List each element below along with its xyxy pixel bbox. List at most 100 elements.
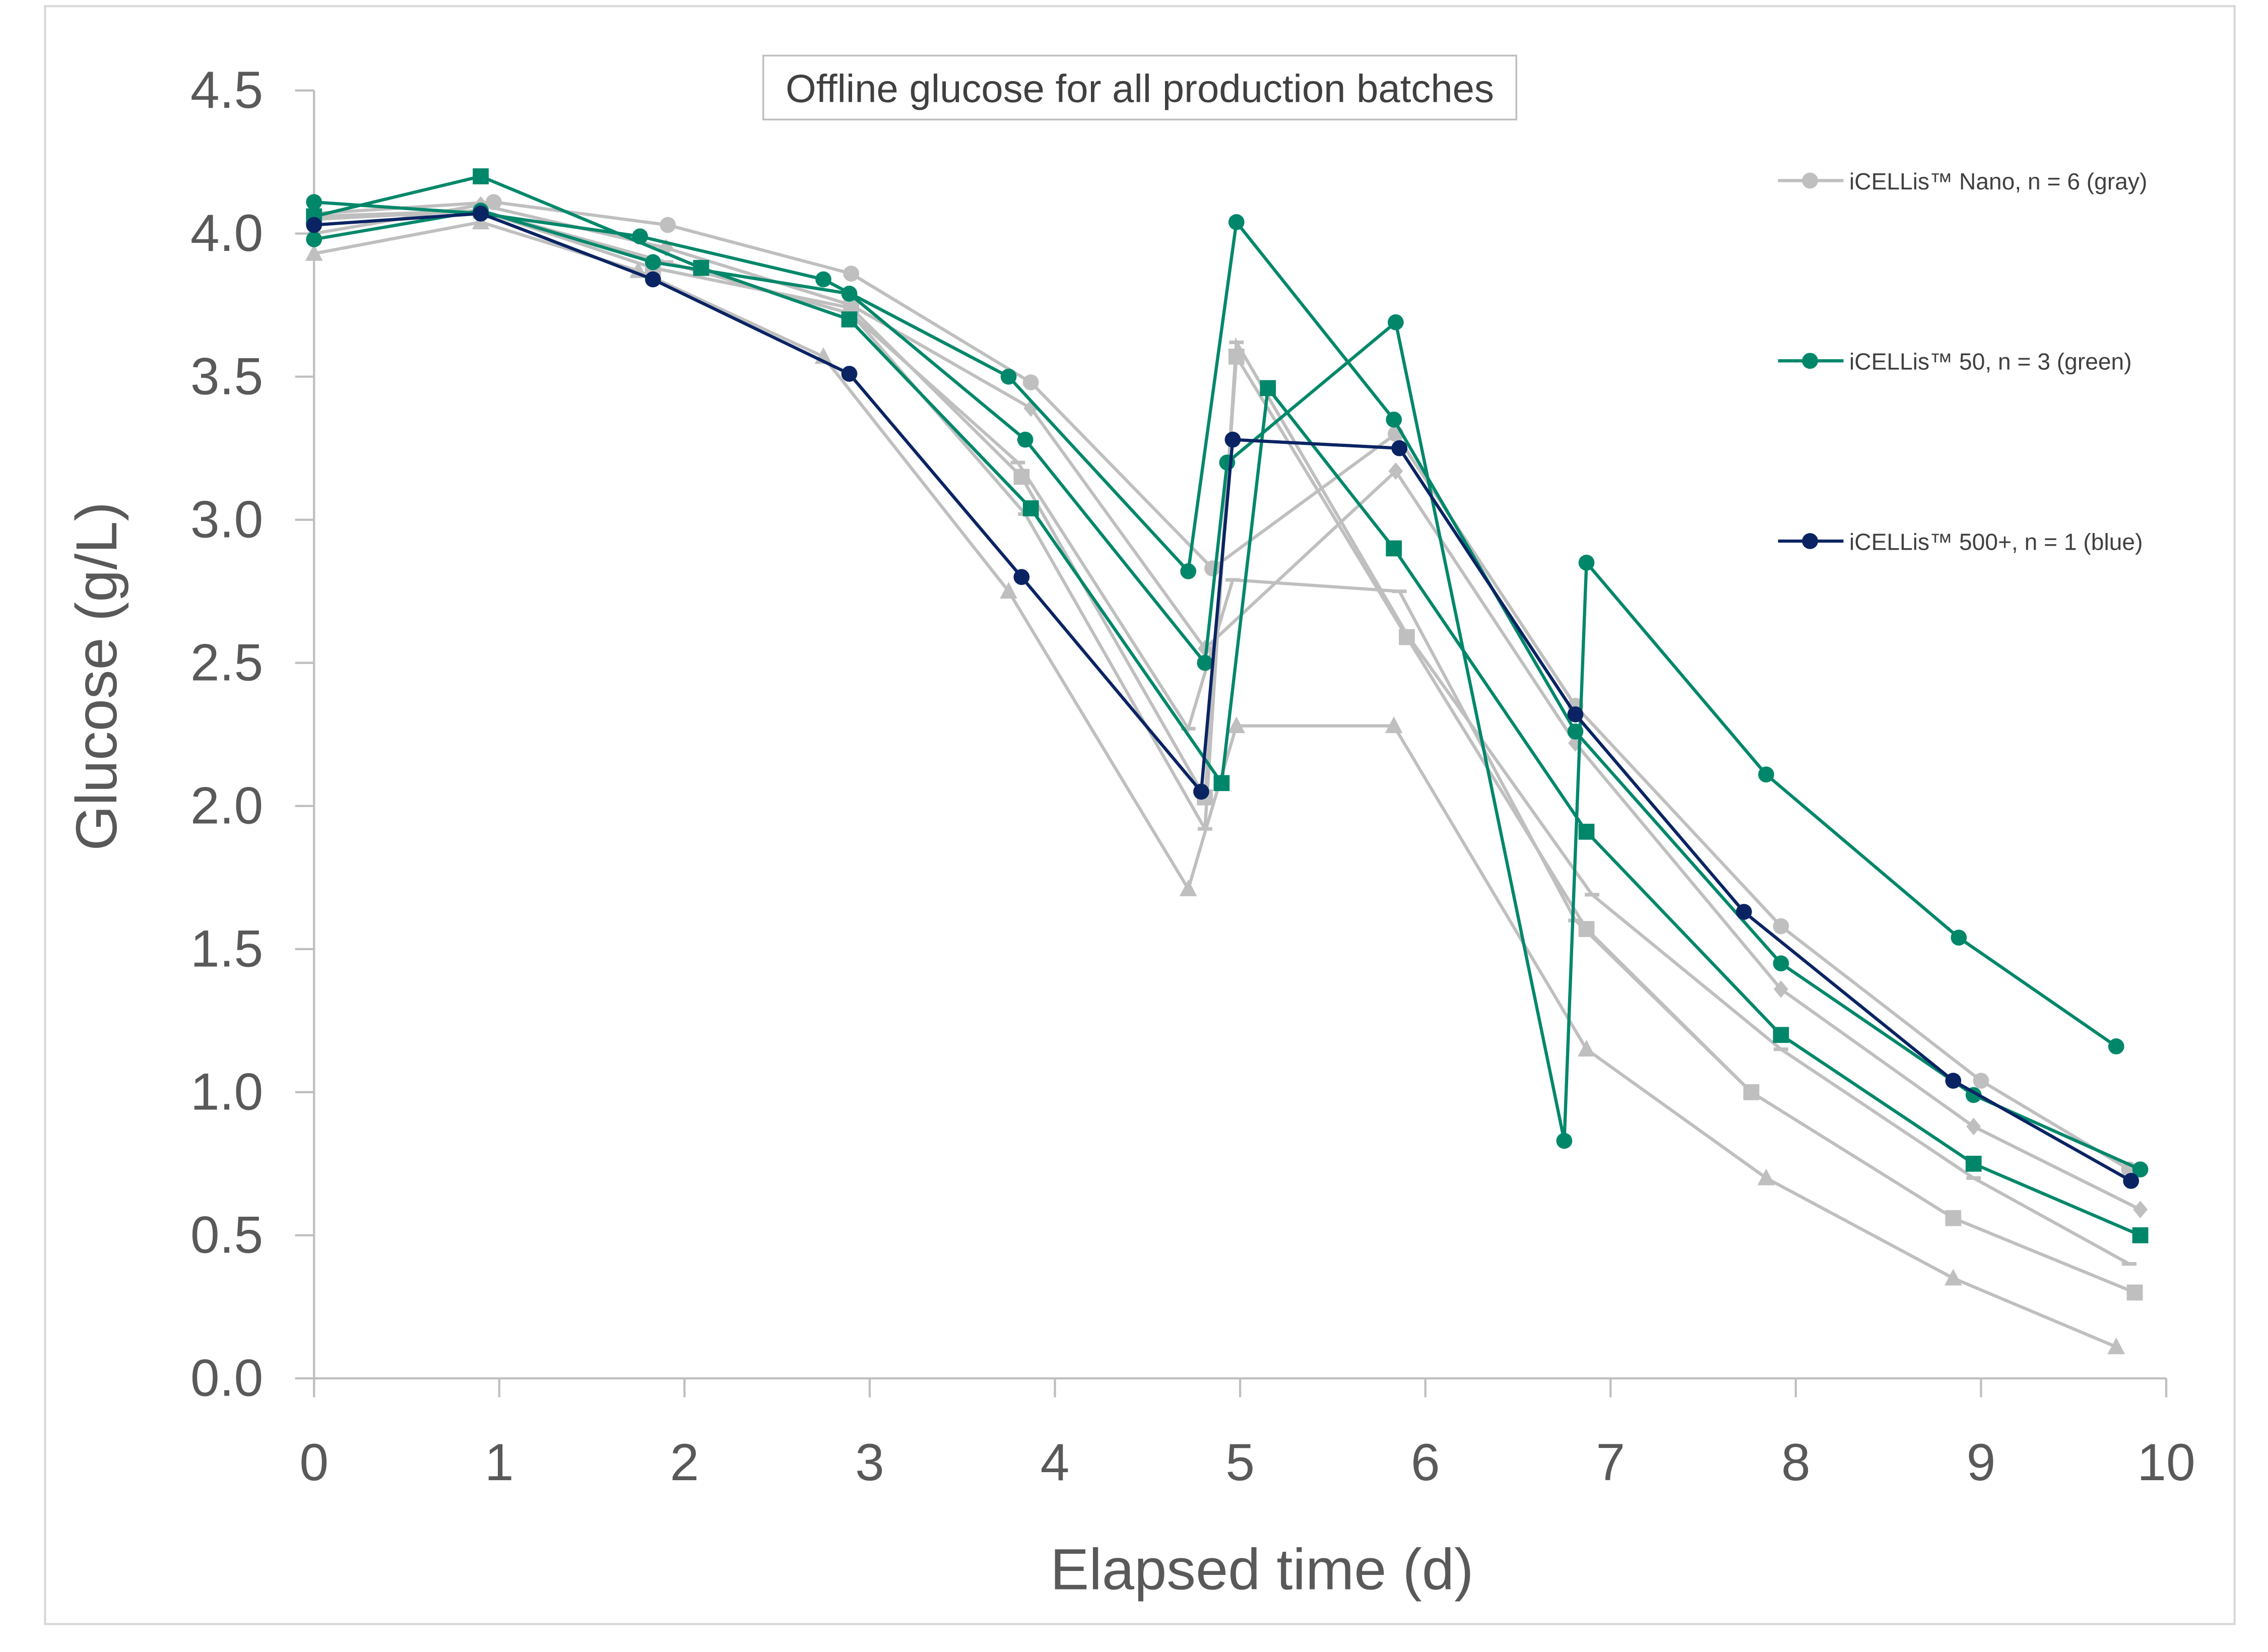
data-point-triangle bbox=[1000, 581, 1017, 599]
legend-item: iCELLis™ Nano, n = 6 (gray) bbox=[1778, 168, 2147, 194]
y-tick-label: 0.0 bbox=[190, 1349, 263, 1408]
data-point-circle bbox=[306, 217, 322, 233]
series-line bbox=[313, 174, 2141, 1237]
y-axis-label: Glucose (g/L) bbox=[64, 502, 129, 851]
series-line bbox=[313, 212, 2132, 1182]
x-tick-label: 5 bbox=[1225, 1433, 1255, 1492]
data-point-square bbox=[693, 259, 709, 276]
data-point-circle bbox=[1556, 1133, 1573, 1149]
data-point-circle bbox=[1224, 431, 1241, 448]
data-point-triangle bbox=[1385, 716, 1403, 734]
x-tick-label: 6 bbox=[1411, 1433, 1440, 1492]
data-point-circle bbox=[2132, 1161, 2149, 1178]
x-tick-label: 10 bbox=[2137, 1433, 2195, 1492]
data-point-circle bbox=[645, 271, 661, 288]
data-point-circle bbox=[1013, 569, 1030, 585]
title-box: Offline glucose for all production batch… bbox=[762, 54, 1518, 120]
x-tick-label: 9 bbox=[1967, 1433, 1996, 1492]
data-point-circle bbox=[1228, 214, 1245, 230]
axes: 0.0 0.5 1.0 1.5 2.0 2.5 3.0 3.5 4.0 4.5 0 1 2 3 4 5 6 7 8 9… bbox=[190, 61, 2195, 1492]
legend: iCELLis™ Nano, n = 6 (gray) iCELLis™ 50, … bbox=[1778, 168, 2147, 555]
data-point-circle bbox=[473, 205, 489, 222]
y-tick-label: 0.5 bbox=[190, 1206, 263, 1264]
x-tick-label: 0 bbox=[299, 1433, 329, 1492]
x-tick-label: 3 bbox=[855, 1433, 884, 1492]
y-tick-label: 4.0 bbox=[190, 204, 263, 262]
legend-label: iCELLis™ 500+, n = 1 (blue) bbox=[1849, 528, 2143, 555]
data-point-circle bbox=[1567, 706, 1584, 722]
data-point-circle bbox=[1388, 314, 1404, 331]
data-point-circle bbox=[1951, 930, 1967, 946]
legend-label: iCELLis™ Nano, n = 6 (gray) bbox=[1849, 168, 2147, 194]
y-tick-label: 1.5 bbox=[190, 919, 263, 978]
series-blue bbox=[306, 205, 2140, 1189]
series-green bbox=[306, 168, 2149, 1243]
chart-frame bbox=[44, 5, 2236, 1625]
data-point-circle bbox=[1758, 766, 1774, 783]
data-point-circle bbox=[1391, 440, 1408, 456]
chart-title: Offline glucose for all production batch… bbox=[786, 67, 1494, 111]
data-point-triangle bbox=[1757, 1168, 1775, 1185]
data-point-circle bbox=[2123, 1173, 2140, 1189]
data-point-triangle bbox=[1227, 716, 1246, 734]
x-axis-label: Elapsed time (d) bbox=[1050, 1537, 1473, 1602]
series-green bbox=[306, 203, 2124, 1149]
legend-marker-circle bbox=[1802, 172, 1819, 189]
legend-label: iCELLis™ 50, n = 3 (green) bbox=[1849, 349, 2132, 375]
y-tick-label: 3.0 bbox=[190, 490, 263, 549]
y-tick-label: 2.0 bbox=[190, 776, 263, 835]
x-tick-label: 1 bbox=[485, 1433, 514, 1492]
data-point-triangle bbox=[1945, 1269, 1962, 1286]
data-point-circle bbox=[1736, 904, 1752, 920]
x-tick-label: 4 bbox=[1041, 1433, 1070, 1492]
data-point-circle bbox=[645, 254, 661, 271]
data-point-circle bbox=[1773, 918, 1789, 935]
data-point-circle bbox=[1193, 783, 1209, 800]
y-tick-label: 2.5 bbox=[190, 633, 263, 692]
data-point-triangle bbox=[1578, 1039, 1595, 1057]
data-point-circle bbox=[1773, 955, 1789, 972]
x-tick-label: 7 bbox=[1596, 1433, 1625, 1492]
data-point-square bbox=[1965, 1155, 1982, 1172]
series-line bbox=[314, 209, 1753, 1094]
y-tick-label: 3.5 bbox=[190, 347, 263, 406]
data-point-triangle bbox=[2107, 1337, 2125, 1354]
data-point-circle bbox=[2108, 1038, 2124, 1054]
data-point-diamond bbox=[1774, 980, 1788, 998]
data-point-triangle bbox=[305, 244, 323, 261]
data-point-square bbox=[1213, 775, 1230, 791]
data-point-triangle bbox=[1179, 879, 1197, 896]
data-point-circle bbox=[1180, 563, 1197, 579]
data-point-circle bbox=[1204, 560, 1220, 577]
data-point-square bbox=[1260, 380, 1276, 397]
data-point-circle bbox=[1197, 654, 1213, 671]
data-point-circle bbox=[1973, 1073, 1989, 1089]
data-point-circle bbox=[815, 271, 831, 288]
data-point-circle bbox=[660, 217, 676, 233]
data-point-circle bbox=[841, 286, 858, 302]
y-tick-label: 4.5 bbox=[190, 61, 263, 119]
x-tick-label: 2 bbox=[670, 1433, 699, 1492]
data-point-square bbox=[841, 311, 858, 327]
series-layer bbox=[305, 168, 2149, 1354]
data-point-circle bbox=[841, 366, 858, 382]
legend-marker-circle bbox=[1802, 353, 1819, 369]
data-point-square bbox=[1578, 824, 1595, 840]
data-point-diamond bbox=[1388, 462, 1403, 480]
data-point-square bbox=[2126, 1284, 2143, 1301]
data-point-circle bbox=[1022, 374, 1039, 390]
data-point-circle bbox=[1386, 411, 1402, 428]
x-tick-label: 8 bbox=[1781, 1433, 1810, 1492]
data-point-square bbox=[1386, 540, 1402, 557]
legend-marker-circle bbox=[1802, 533, 1819, 549]
legend-item: iCELLis™ 500+, n = 1 (blue) bbox=[1778, 528, 2143, 555]
data-point-circle bbox=[1000, 368, 1017, 385]
data-point-circle bbox=[1945, 1073, 1962, 1089]
data-point-square bbox=[1773, 1027, 1789, 1043]
legend-item: iCELLis™ 50, n = 3 (green) bbox=[1778, 349, 2132, 375]
data-point-square bbox=[473, 168, 489, 184]
data-point-circle bbox=[1578, 555, 1595, 571]
data-point-circle bbox=[1017, 431, 1033, 448]
data-point-square bbox=[1022, 500, 1039, 516]
